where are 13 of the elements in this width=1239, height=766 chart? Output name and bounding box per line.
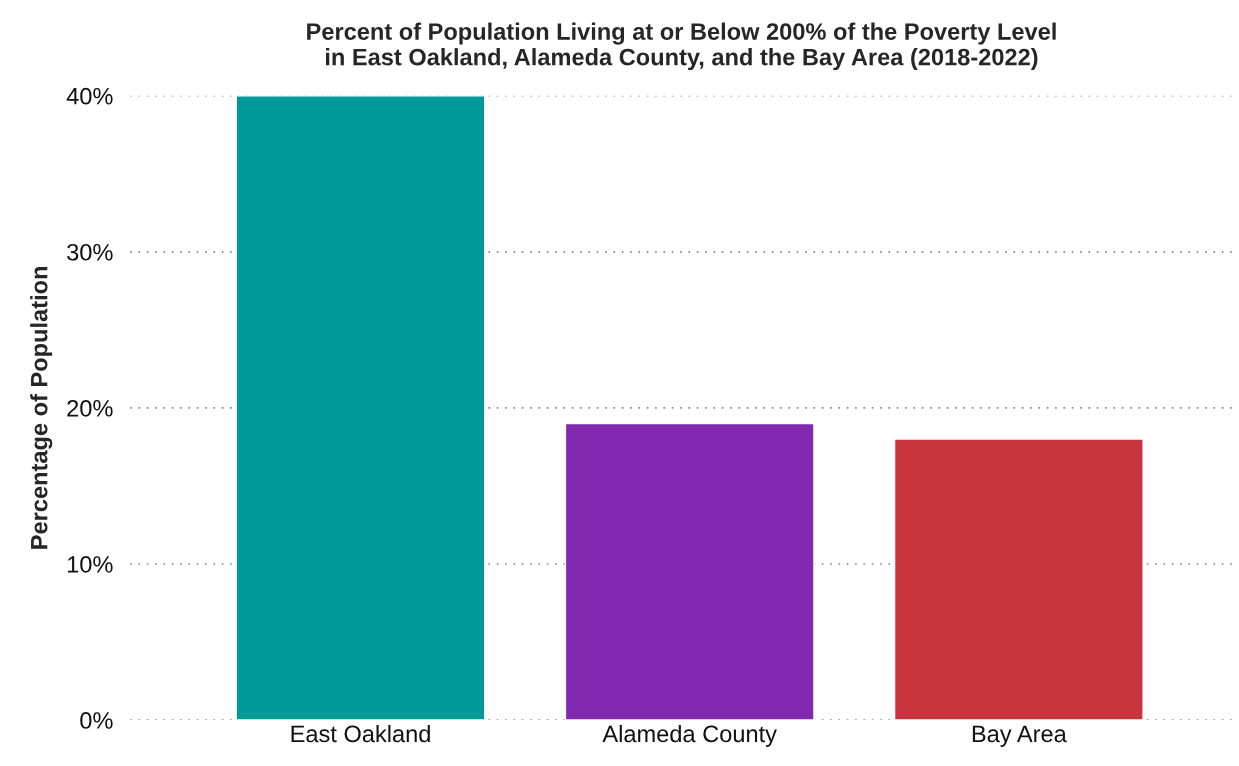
y-tick-label: 0%	[80, 712, 113, 729]
y-axis-title: Percentage of Population	[30, 267, 53, 549]
chart-title: Percent of Population Living at or Below 200% of the Poverty Level in East Oakland, Alameda County, and the Bay Area (2018-2022)	[307, 22, 1056, 71]
y-tick-label: 40%	[66, 87, 113, 105]
x-tick-label: Bay Area	[972, 725, 1067, 747]
bar	[564, 422, 815, 721]
x-tick-label: Alameda County	[602, 724, 777, 747]
y-tick-label: 10%	[67, 556, 113, 573]
x-tick-label: East Oakland	[291, 724, 430, 743]
y-tick-label: 30%	[67, 243, 113, 261]
bar	[893, 438, 1144, 721]
y-tick-label: 20%	[67, 399, 113, 417]
bar	[235, 95, 486, 721]
